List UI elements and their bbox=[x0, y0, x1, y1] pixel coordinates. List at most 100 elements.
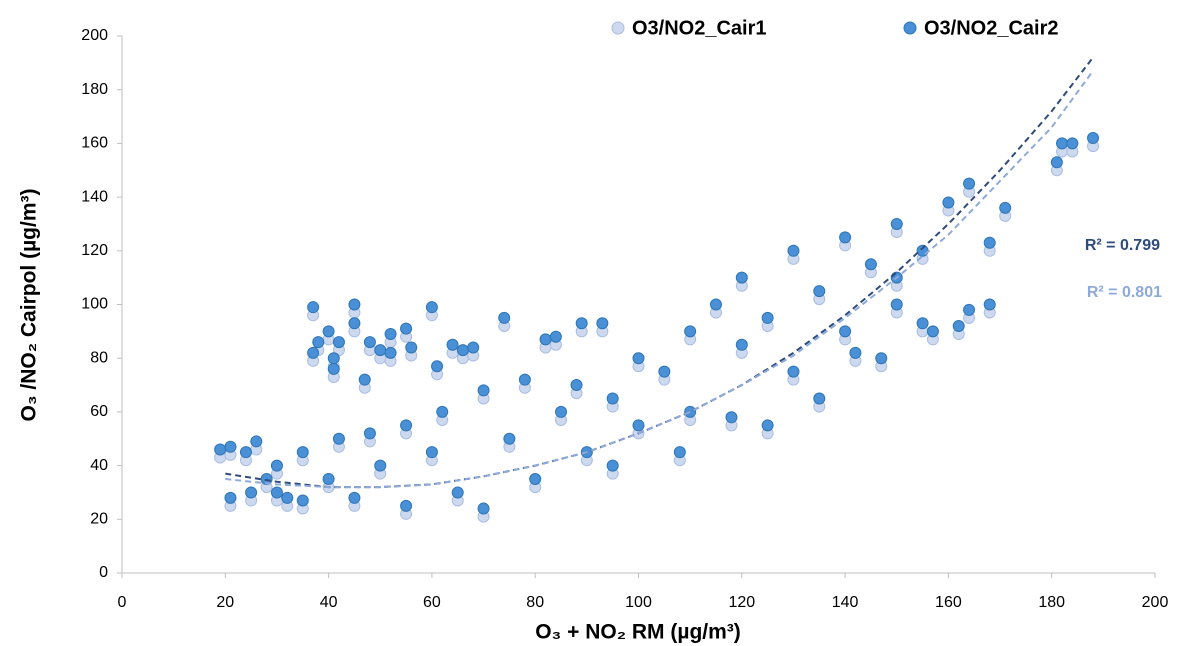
point bbox=[761, 419, 774, 432]
trendline bbox=[225, 56, 1094, 489]
point bbox=[467, 341, 480, 354]
point bbox=[684, 405, 697, 418]
point bbox=[358, 373, 371, 386]
point bbox=[296, 446, 309, 459]
point bbox=[224, 491, 237, 504]
point bbox=[839, 325, 852, 338]
y-tick-label: 180 bbox=[81, 81, 108, 98]
point bbox=[658, 365, 671, 378]
point bbox=[709, 298, 722, 311]
point bbox=[332, 432, 345, 445]
point bbox=[384, 346, 397, 359]
point bbox=[673, 446, 686, 459]
x-tick-label: 140 bbox=[832, 594, 859, 611]
point bbox=[281, 491, 294, 504]
point bbox=[942, 196, 955, 209]
point bbox=[307, 346, 320, 359]
y-tick-label: 20 bbox=[90, 511, 108, 528]
point bbox=[839, 231, 852, 244]
x-tick-label: 80 bbox=[526, 594, 544, 611]
point bbox=[312, 336, 325, 349]
point bbox=[1087, 132, 1100, 145]
point bbox=[849, 346, 862, 359]
point bbox=[446, 338, 459, 351]
point bbox=[307, 301, 320, 314]
y-tick-label: 160 bbox=[81, 135, 108, 152]
point bbox=[348, 317, 361, 330]
point bbox=[363, 427, 376, 440]
point bbox=[348, 298, 361, 311]
point bbox=[400, 499, 413, 512]
point bbox=[529, 473, 542, 486]
point bbox=[245, 486, 258, 499]
y-tick-label: 200 bbox=[81, 27, 108, 44]
point bbox=[250, 435, 263, 448]
legend-marker bbox=[611, 21, 625, 35]
point bbox=[1050, 156, 1063, 169]
y-tick-label: 120 bbox=[81, 242, 108, 259]
point bbox=[451, 486, 464, 499]
x-tick-label: 40 bbox=[320, 594, 338, 611]
point bbox=[327, 352, 340, 365]
point bbox=[327, 362, 340, 375]
y-tick-label: 40 bbox=[90, 457, 108, 474]
point bbox=[296, 494, 309, 507]
point bbox=[735, 271, 748, 284]
point bbox=[864, 258, 877, 271]
point bbox=[761, 311, 774, 324]
y-tick-label: 60 bbox=[90, 403, 108, 420]
point bbox=[875, 352, 888, 365]
point bbox=[374, 344, 387, 357]
point bbox=[1056, 137, 1069, 150]
point bbox=[606, 459, 619, 472]
point bbox=[224, 440, 237, 453]
y-tick-label: 80 bbox=[90, 349, 108, 366]
point bbox=[963, 303, 976, 316]
point bbox=[477, 384, 490, 397]
point bbox=[322, 473, 335, 486]
point bbox=[787, 244, 800, 257]
point bbox=[425, 446, 438, 459]
point bbox=[632, 419, 645, 432]
point bbox=[890, 298, 903, 311]
point bbox=[539, 333, 552, 346]
point bbox=[725, 411, 738, 424]
point bbox=[549, 330, 562, 343]
point bbox=[570, 379, 583, 392]
point bbox=[926, 325, 939, 338]
point bbox=[239, 446, 252, 459]
point bbox=[425, 301, 438, 314]
point bbox=[890, 217, 903, 230]
point bbox=[684, 325, 697, 338]
point bbox=[431, 360, 444, 373]
legend-marker bbox=[903, 21, 917, 35]
point bbox=[348, 491, 361, 504]
trendline bbox=[225, 70, 1094, 489]
x-tick-label: 120 bbox=[728, 594, 755, 611]
point bbox=[555, 405, 568, 418]
point bbox=[498, 311, 511, 324]
point bbox=[436, 405, 449, 418]
point bbox=[575, 317, 588, 330]
point bbox=[963, 177, 976, 190]
point bbox=[384, 328, 397, 341]
point bbox=[405, 341, 418, 354]
point bbox=[270, 459, 283, 472]
point bbox=[787, 365, 800, 378]
point bbox=[503, 432, 516, 445]
x-tick-label: 180 bbox=[1038, 594, 1065, 611]
point bbox=[983, 236, 996, 249]
y-tick-label: 100 bbox=[81, 296, 108, 313]
point bbox=[596, 317, 609, 330]
r-squared-label: R² = 0.801 bbox=[1087, 284, 1162, 301]
point bbox=[952, 319, 965, 332]
legend-label: O3/NO2_Cair1 bbox=[632, 17, 767, 39]
r-squared-label: R² = 0.799 bbox=[1085, 237, 1160, 254]
point bbox=[1066, 137, 1079, 150]
point bbox=[400, 419, 413, 432]
point bbox=[214, 443, 227, 456]
point bbox=[632, 352, 645, 365]
x-tick-label: 160 bbox=[935, 594, 962, 611]
x-tick-label: 0 bbox=[118, 594, 127, 611]
